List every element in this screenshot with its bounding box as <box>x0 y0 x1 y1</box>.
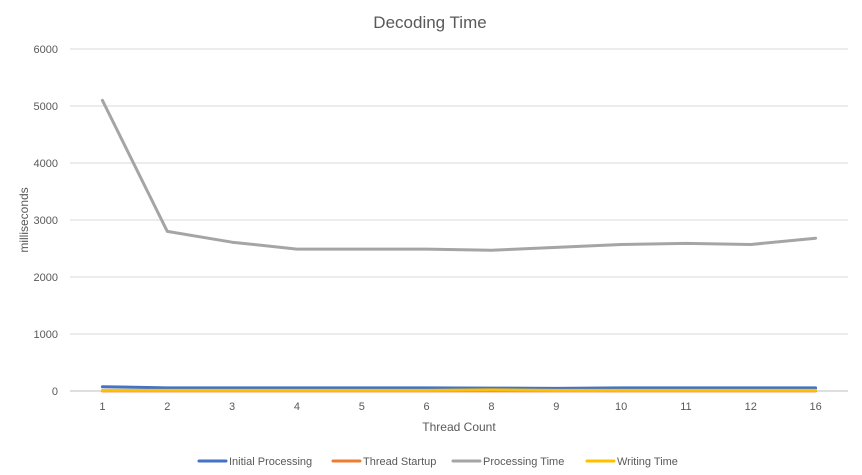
y-tick-label: 1000 <box>34 329 58 341</box>
y-tick-label: 3000 <box>34 215 58 227</box>
y-tick-label: 4000 <box>34 158 58 170</box>
x-tick-label: 10 <box>615 401 627 413</box>
y-tick-label: 0 <box>52 386 58 398</box>
x-tick-label: 9 <box>553 401 559 413</box>
x-tick-label: 2 <box>164 401 170 413</box>
x-tick-label: 12 <box>745 401 757 413</box>
legend-label: Initial Processing <box>229 456 312 468</box>
legend-item-writing-time: Writing Time <box>585 456 678 468</box>
y-tick-label: 5000 <box>34 101 58 113</box>
series-line-processing-time <box>100 98 818 252</box>
x-axis-ticks: 1 2 3 4 5 6 8 9 10 11 12 16 <box>99 401 821 413</box>
x-tick-label: 16 <box>809 401 821 413</box>
y-axis-label: milliseconds <box>17 187 31 252</box>
legend-label: Thread Startup <box>363 456 436 468</box>
series-lines <box>100 98 818 393</box>
series-line-writing-time <box>100 388 818 392</box>
chart-title: Decoding Time <box>373 13 486 32</box>
x-tick-label: 5 <box>359 401 365 413</box>
legend: Initial Processing Thread Startup Processi… <box>197 456 678 468</box>
legend-item-processing-time: Processing Time <box>451 456 564 468</box>
legend-label: Writing Time <box>617 456 678 468</box>
x-axis-label: Thread Count <box>422 420 496 434</box>
x-tick-label: 4 <box>294 401 300 413</box>
legend-item-thread-startup: Thread Startup <box>331 456 436 468</box>
y-tick-label: 2000 <box>34 272 58 284</box>
x-tick-label: 6 <box>424 401 430 413</box>
x-tick-label: 3 <box>229 401 235 413</box>
y-axis-ticks: 0 1000 2000 3000 4000 5000 6000 <box>34 44 58 398</box>
x-tick-label: 11 <box>680 401 691 413</box>
x-tick-label: 8 <box>488 401 494 413</box>
y-tick-label: 6000 <box>34 44 58 56</box>
series-line-initial-processing <box>100 385 818 390</box>
gridlines <box>70 48 848 392</box>
x-tick-label: 1 <box>99 401 105 413</box>
legend-label: Processing Time <box>483 456 564 468</box>
legend-item-initial-processing: Initial Processing <box>197 456 312 468</box>
